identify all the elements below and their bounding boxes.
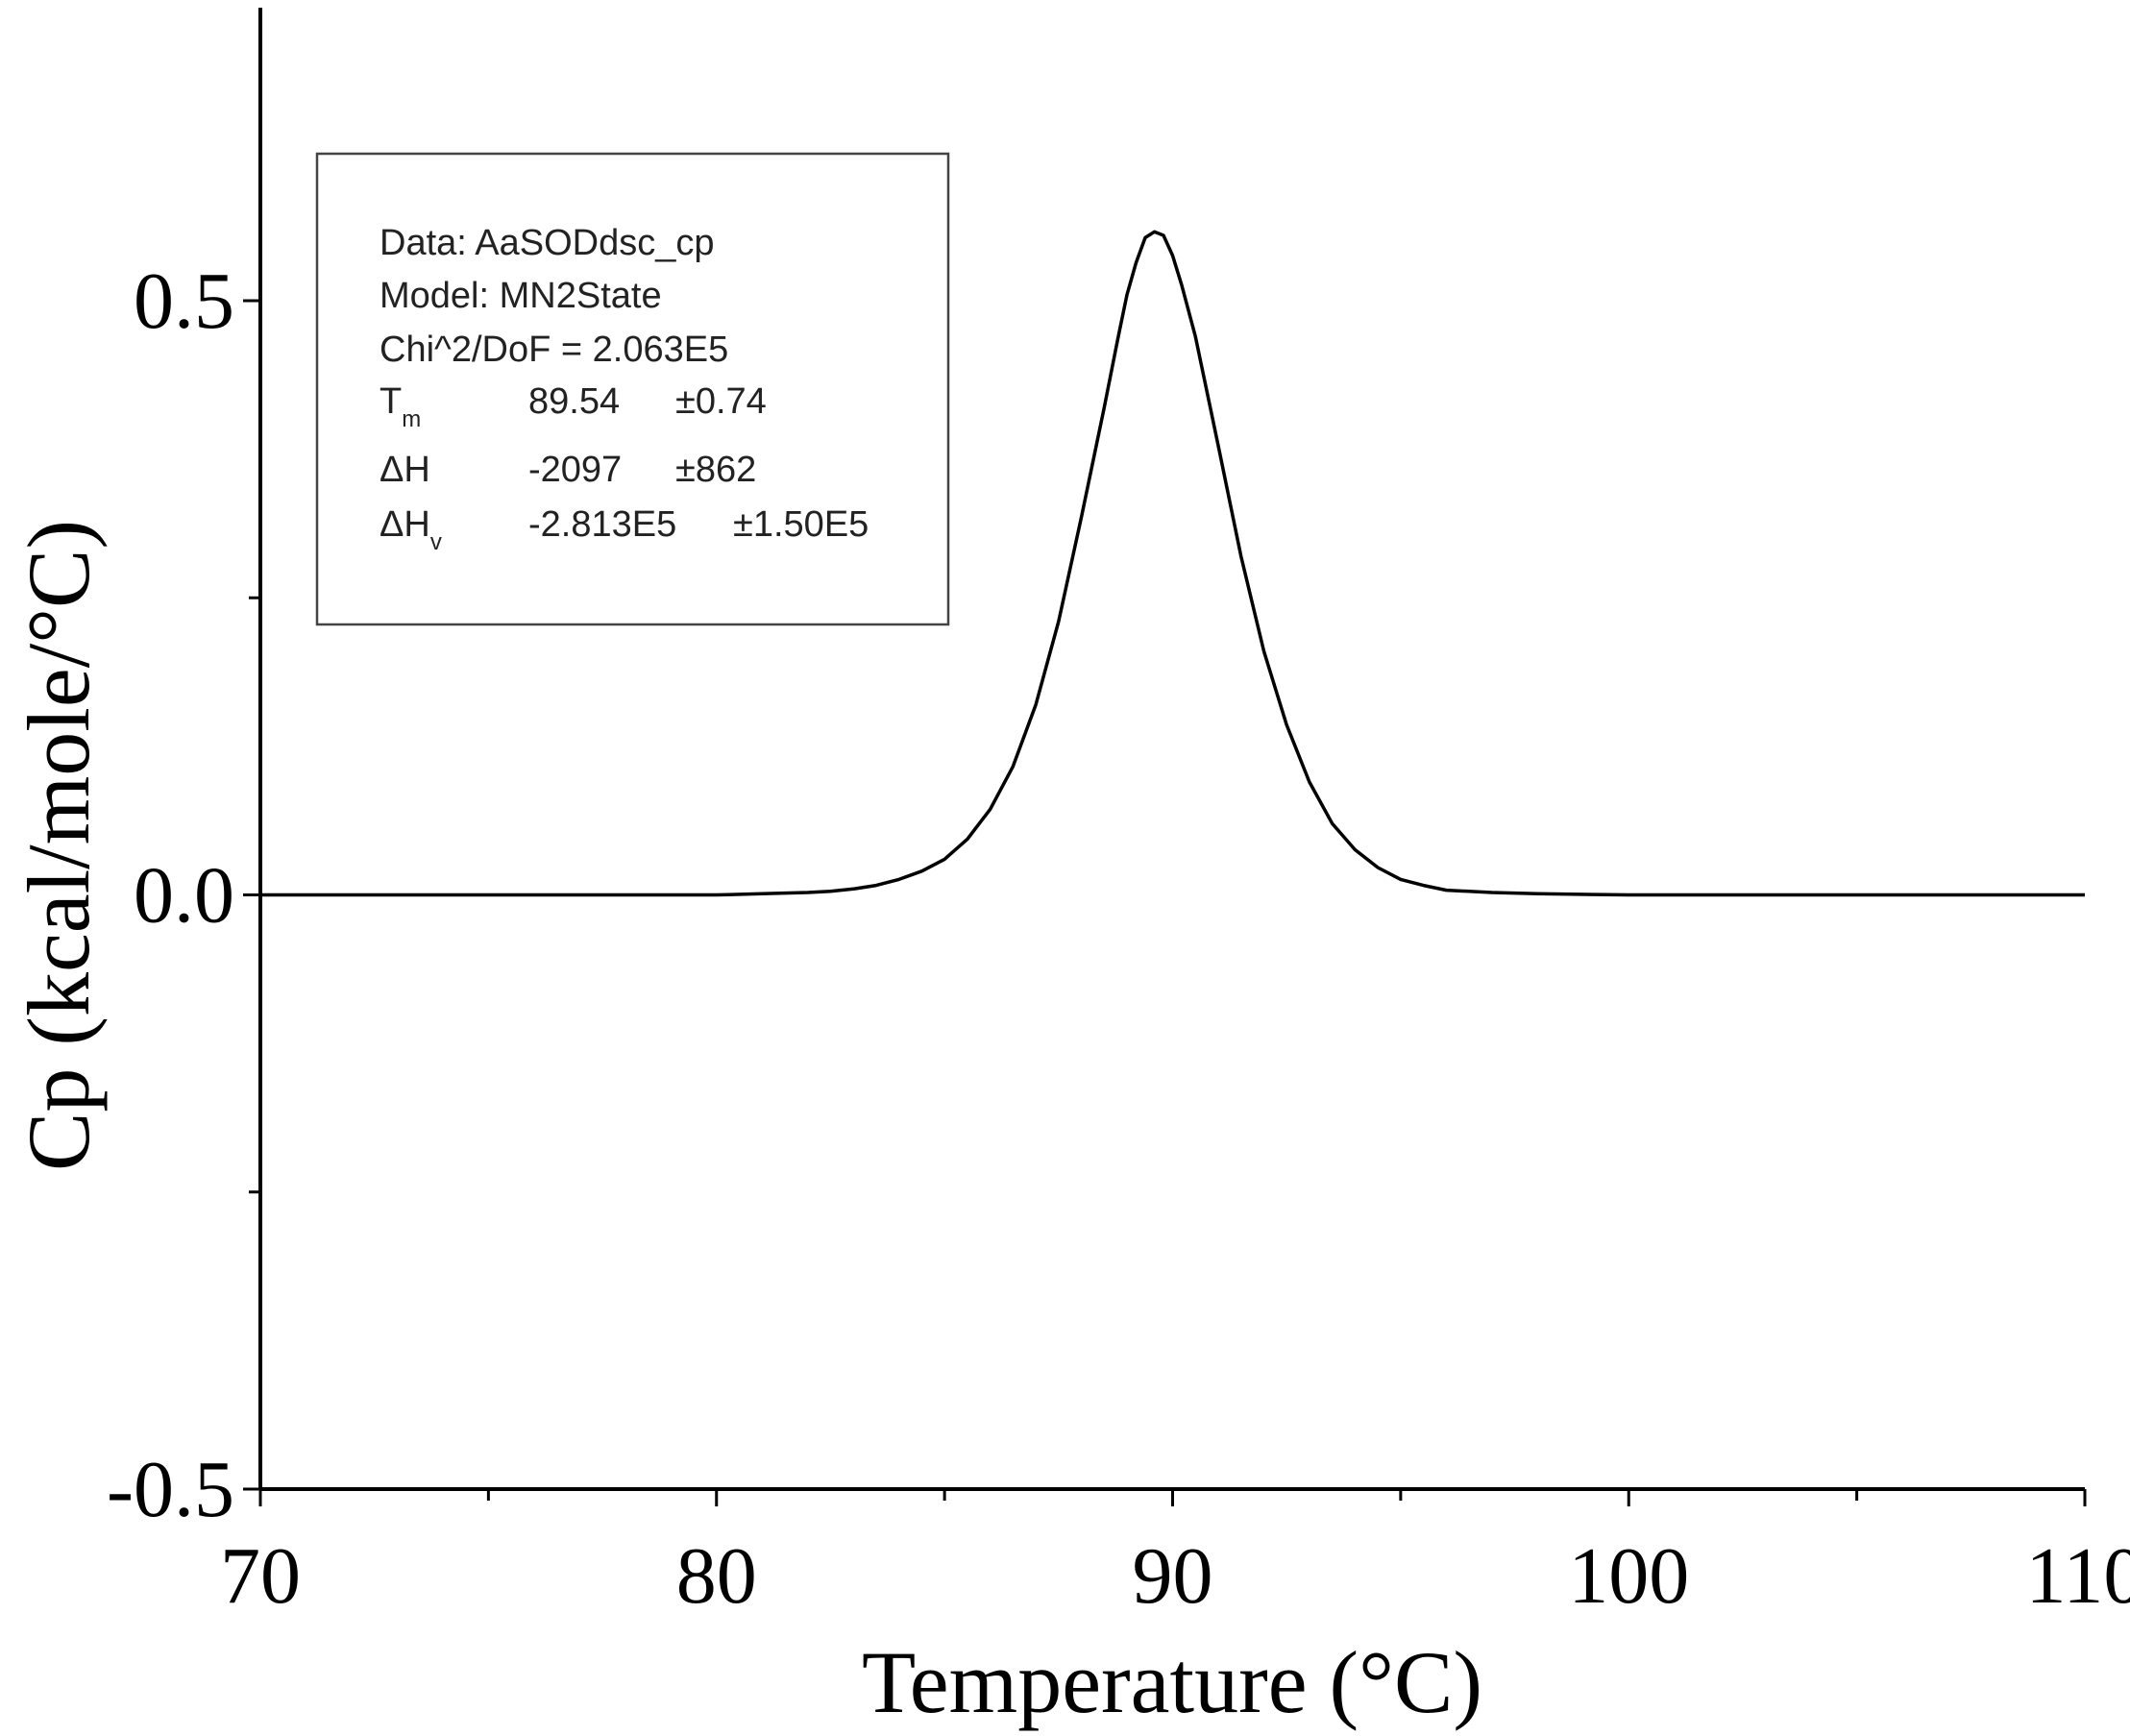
param-dh-symbol: ΔH	[379, 450, 430, 490]
param-tm-symbol: Tm	[379, 381, 421, 432]
annotation-data-line: Data: AaSODdsc_cp	[379, 223, 715, 263]
y-tick-label: -0.5	[107, 1445, 234, 1534]
x-tick-label: 90	[1133, 1531, 1213, 1621]
annotation-model-line: Model: MN2State	[379, 276, 662, 316]
y-tick-label: 0.0	[134, 851, 234, 941]
param-dhv-value: -2.813E5	[528, 504, 676, 545]
annotation-chi-line: Chi^2/DoF = 2.063E5	[379, 330, 728, 370]
y-axis-title: Cp (kcal/mole/°C)	[10, 520, 108, 1171]
param-tm-value: 89.54	[528, 381, 620, 422]
param-dhv-symbol: ΔHv	[379, 504, 442, 555]
param-dh-value: -2097	[528, 450, 622, 490]
fit-results-box: Data: AaSODdsc_cp Model: MN2State Chi^2/…	[315, 152, 950, 626]
y-tick-label: 0.5	[134, 257, 234, 346]
y-ticks: -0.5 0.0 0.5	[107, 257, 260, 1534]
x-tick-label: 110	[2026, 1531, 2130, 1621]
x-tick-label: 70	[220, 1531, 301, 1621]
x-tick-label: 100	[1568, 1531, 1689, 1621]
param-dh-error: ±862	[675, 450, 756, 490]
x-tick-label: 80	[676, 1531, 757, 1621]
param-tm-error: ±0.74	[675, 381, 767, 422]
fit-results-border	[315, 152, 950, 626]
cp-series-line	[260, 230, 2085, 897]
param-dhv-error: ±1.50E5	[733, 504, 869, 545]
x-ticks: 70 80 90 100 110	[220, 1489, 2130, 1621]
x-axis-title: Temperature (°C)	[862, 1633, 1482, 1731]
